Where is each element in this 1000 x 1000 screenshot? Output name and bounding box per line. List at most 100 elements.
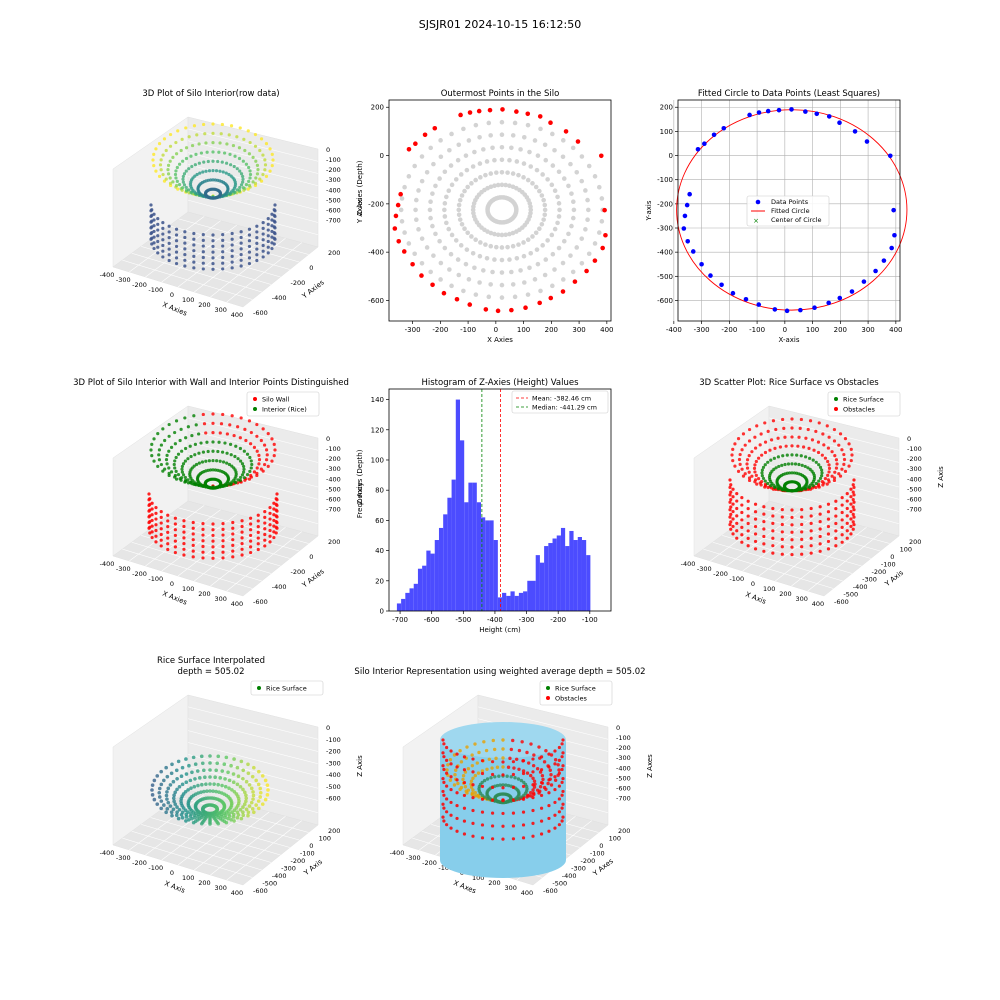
- rice-obstacle-point: [786, 462, 791, 466]
- raw-point: [197, 142, 201, 146]
- interior-point: [466, 138, 472, 143]
- raw-point: [233, 154, 237, 158]
- rice-surface-point: [531, 788, 535, 792]
- rice-surface-point: [456, 781, 460, 786]
- ricesurf-xtick-label: 100: [182, 874, 194, 882]
- raw-point: [239, 172, 244, 176]
- histogram-xtick-label: -700: [392, 616, 408, 624]
- rice-obstacle-point: [832, 476, 837, 480]
- obstacle-point: [455, 791, 459, 795]
- interior-point: [469, 181, 474, 186]
- interior-point: [484, 159, 490, 164]
- obstacle-point: [834, 529, 838, 533]
- raw-point: [268, 147, 272, 151]
- obstacle-point: [455, 829, 459, 833]
- obstacle-point: [442, 780, 446, 784]
- obstacle-point: [731, 532, 735, 536]
- interior-point: [585, 197, 590, 203]
- wall-interior-point: [261, 469, 265, 473]
- interior-point: [428, 269, 433, 275]
- wall-interior-point: [180, 449, 184, 453]
- raw-wall-point: [183, 247, 187, 251]
- interior-point: [525, 177, 531, 183]
- obstacle-point: [852, 478, 856, 482]
- obstacle-point: [729, 527, 733, 531]
- raw-wall-point: [161, 255, 165, 259]
- rice-surface-point: [480, 769, 485, 773]
- rice-obstacle-point: [821, 432, 825, 436]
- raw-point: [219, 132, 223, 136]
- wall3d-grid-back: [187, 453, 319, 488]
- obstacle-point: [480, 759, 485, 763]
- rice-obstacle-point: [754, 473, 758, 477]
- silo-wall-point: [211, 522, 215, 526]
- silo-wall-point: [263, 527, 267, 531]
- rice-surface-point: [501, 738, 505, 742]
- ricesurf-xtick-label: -300: [116, 854, 131, 862]
- rice-obstacle-point: [747, 427, 752, 432]
- rice-obstacle-point: [823, 477, 828, 481]
- interior-point: [424, 245, 430, 250]
- wall3d-legend-marker: [253, 407, 257, 411]
- rice-surface-point: [150, 788, 154, 792]
- ricevsobs-grid-floor: [791, 527, 867, 587]
- raw-point: [237, 156, 242, 161]
- histogram-bar: [535, 555, 540, 611]
- silo-wall-point: [147, 492, 151, 496]
- data-point: [708, 273, 713, 278]
- obstacle-point: [511, 837, 516, 841]
- silo-wall-point: [221, 533, 225, 537]
- rice-surface-point: [188, 778, 193, 783]
- interior-point: [449, 283, 454, 289]
- obstacle-point: [557, 823, 561, 827]
- ricesurf-ytick-label: 200: [328, 827, 340, 835]
- raw-wall-point: [273, 203, 277, 207]
- rice-surface-point: [524, 784, 529, 789]
- obstacle-point: [852, 515, 856, 519]
- silo-wall-point: [272, 518, 276, 523]
- raw-point: [184, 185, 188, 190]
- wall-interior-point: [219, 481, 223, 485]
- outermost-ylabel: Y Axies: [356, 197, 364, 224]
- rice-surface-point: [532, 779, 537, 783]
- raw3d-ytick-label: 0: [309, 264, 313, 272]
- rice-surface-point: [176, 816, 181, 821]
- raw-point: [197, 161, 201, 165]
- obstacle-point: [471, 834, 475, 838]
- wall-interior-point: [186, 425, 190, 429]
- rice-obstacle-point: [736, 437, 741, 441]
- obstacle-point: [771, 514, 775, 518]
- ricevsobs-xtick-label: -400: [681, 560, 696, 568]
- wall-interior-point: [239, 459, 243, 463]
- rice-surface-point: [177, 807, 182, 812]
- obstacle-point: [490, 772, 495, 777]
- rice-surface-point: [553, 758, 558, 762]
- silo-wall-point: [154, 511, 158, 515]
- raw-point: [152, 152, 156, 156]
- rice-obstacle-point: [766, 481, 770, 486]
- obstacle-point: [762, 527, 766, 531]
- rice-surface-point: [509, 747, 514, 752]
- ricevsobs-legend-label: Rice Surface: [843, 396, 884, 404]
- obstacle-point: [561, 764, 565, 768]
- raw-wall-point: [230, 231, 234, 236]
- obstacle-point: [800, 537, 804, 541]
- silorep-xtick-label: 300: [505, 884, 517, 892]
- raw-wall-point: [149, 220, 153, 224]
- interior-point: [461, 126, 466, 132]
- interior-point: [412, 251, 417, 257]
- raw-point: [181, 177, 185, 181]
- rice-surface-point: [250, 807, 255, 811]
- silorep-ztick-label: -600: [616, 784, 631, 792]
- obstacle-point: [553, 800, 557, 805]
- obstacle-point: [531, 757, 535, 761]
- rice-surface-point: [238, 784, 243, 789]
- obstacle-point: [441, 776, 445, 781]
- rice-obstacle-point: [754, 459, 758, 464]
- interior-point: [430, 223, 435, 229]
- wall-interior-point: [173, 430, 177, 435]
- rice-obstacle-point: [760, 453, 764, 457]
- wall3d-xtick-label: 200: [198, 590, 210, 598]
- obstacle-point: [728, 493, 732, 497]
- rice-obstacle-point: [790, 453, 794, 457]
